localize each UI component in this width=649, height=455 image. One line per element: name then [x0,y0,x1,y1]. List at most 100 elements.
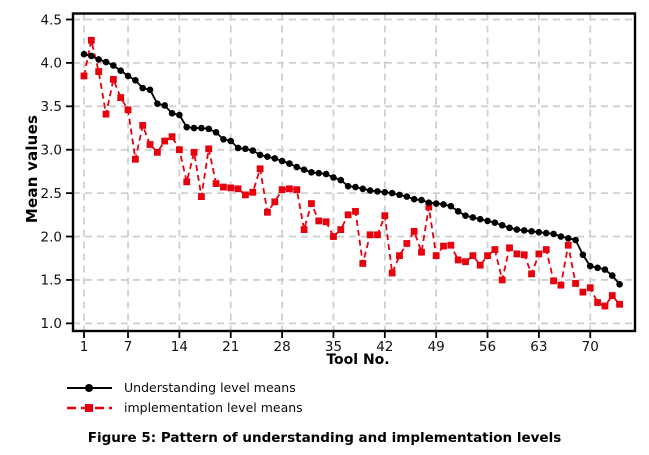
data-point-understanding [396,191,403,199]
data-point-implementation [271,198,279,206]
data-point-implementation [139,122,147,129]
data-point-implementation [440,242,447,250]
data-point-implementation [220,183,227,191]
data-point-understanding [161,102,169,109]
data-point-implementation [418,248,425,256]
data-point-understanding [264,153,271,160]
data-point-implementation [131,155,139,163]
data-point-implementation [608,292,616,299]
data-point-implementation [616,300,623,308]
chart-canvas: 1.0 1.5 2.0 2.5 3.0 3.5 4.0 4.5 1 7 14 21 28 35 42 49 56… [41,12,637,355]
data-point-implementation [161,137,169,145]
data-point-implementation [300,226,308,233]
data-point-understanding [286,160,293,167]
data-point-understanding [564,234,572,242]
data-point-implementation [264,208,271,216]
data-point-understanding [520,227,528,234]
implementation-line-marker-icon [67,403,112,412]
data-point-understanding [352,183,359,191]
data-point-implementation [227,184,235,192]
data-point-implementation [586,284,594,292]
data-point-understanding [440,201,447,208]
data-point-implementation [594,299,601,306]
data-point-understanding [322,170,330,178]
data-point-understanding [410,195,418,203]
data-point-implementation [249,188,257,196]
y-axis-label: Mean values [23,114,41,224]
data-point-understanding [337,176,345,184]
data-point-understanding [132,76,139,84]
data-point-implementation [528,270,535,278]
data-point-understanding [491,219,499,226]
data-point-implementation [366,231,374,239]
data-point-understanding [447,202,455,210]
data-point-implementation [535,250,543,258]
data-point-implementation [425,203,433,211]
data-point-understanding [183,123,191,131]
x-tick-label: 49 [428,339,445,355]
legend-label-implementation: implementation level means [124,400,303,415]
data-point-understanding [293,163,301,171]
data-point-understanding [542,229,550,237]
x-tick-label: 63 [530,339,547,355]
data-point-understanding [616,280,623,288]
data-point-implementation [550,277,557,285]
data-point-understanding [579,251,587,259]
data-point-understanding [117,67,124,75]
data-point-implementation [183,178,191,186]
data-point-implementation [388,269,396,277]
x-tick-label: 42 [376,339,393,355]
data-point-implementation [124,106,132,114]
data-point-implementation [447,241,455,249]
y-tick-label: 1.5 [41,273,62,289]
x-tick-label: 21 [222,339,239,355]
data-point-implementation [197,193,205,201]
data-point-implementation [396,252,403,260]
data-point-implementation [432,252,440,260]
legend: Understanding level means implementation… [66,379,303,416]
data-point-implementation [322,218,330,226]
data-point-implementation [315,217,323,225]
figure-caption: Figure 5: Pattern of understanding and i… [87,430,562,446]
data-point-understanding [249,147,257,154]
y-tick-label: 3.0 [41,143,62,159]
x-tick-label: 14 [171,339,188,355]
data-point-implementation [498,276,506,284]
data-point-understanding [432,200,440,207]
data-point-implementation [87,36,95,44]
x-tick-label: 56 [479,339,496,355]
data-point-implementation [242,191,249,199]
data-point-implementation [352,207,359,215]
data-point-understanding [256,151,264,159]
data-point-implementation [476,261,484,269]
data-point-understanding [381,188,389,196]
data-point-implementation [205,145,213,153]
data-point-implementation [234,185,242,193]
data-point-understanding [498,221,506,229]
x-tick-label: 70 [582,339,599,355]
understanding-line-marker-icon [67,383,112,392]
data-point-understanding [198,124,205,132]
data-point-implementation [286,185,293,193]
data-point-implementation [190,148,198,156]
data-point-understanding [594,264,601,272]
data-point-implementation [359,260,367,267]
data-point-understanding [154,100,161,108]
data-point-implementation [403,240,411,247]
plot-frame [71,12,637,333]
data-point-understanding [242,145,249,153]
data-point-implementation [601,302,609,310]
data-point-understanding [227,137,235,145]
data-point-understanding [359,185,367,193]
legend-item-implementation: implementation level means [66,399,303,416]
data-point-understanding [220,136,227,143]
data-point-understanding [88,52,95,60]
data-point-understanding [146,86,154,94]
data-point-implementation [109,75,117,83]
data-point-understanding [528,228,535,235]
data-point-understanding [308,168,315,176]
y-tick-label: 2.0 [41,229,62,245]
data-point-understanding [110,62,117,69]
data-point-understanding [454,208,462,215]
